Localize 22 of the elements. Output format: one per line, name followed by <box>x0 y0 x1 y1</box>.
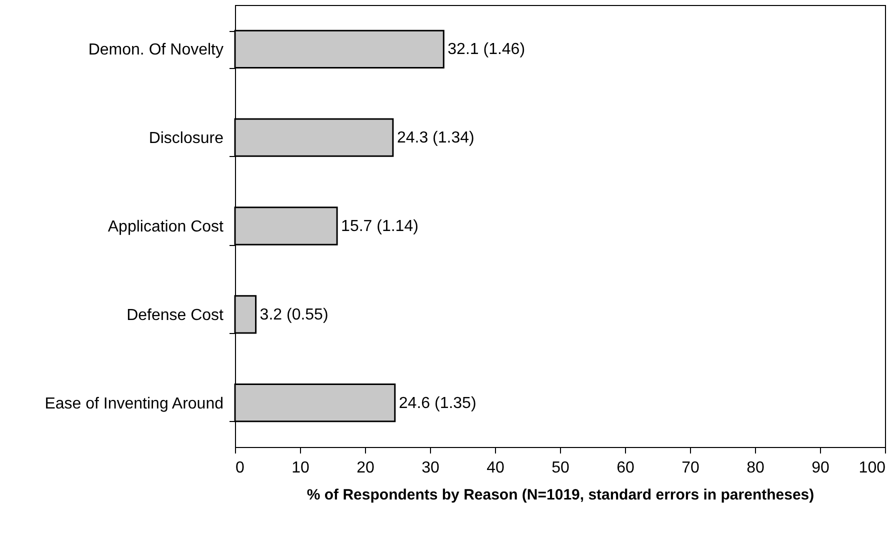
x-tick-label: 80 <box>746 460 764 476</box>
x-tick-label: 70 <box>682 460 700 476</box>
data-label: 24.6 (1.35) <box>398 394 476 412</box>
x-tick-label: 100 <box>858 460 886 476</box>
x-tick-label: 90 <box>812 460 830 476</box>
x-tick-label: 20 <box>356 460 374 476</box>
x-tick-label: 50 <box>552 460 570 476</box>
data-label: 3.2 (0.55) <box>260 306 328 324</box>
y-tick-label: Defense Cost <box>126 306 224 324</box>
x-tick-label: 60 <box>616 460 634 476</box>
y-tick-label: Ease of Inventing Around <box>44 395 224 412</box>
x-axis-title: % of Respondents by Reason (N=1019, standard errors in parentheses) <box>306 486 814 504</box>
data-label: 32.1 (1.46) <box>448 41 526 58</box>
y-tick-label: Demon. Of Novelty <box>88 42 224 59</box>
data-label: 24.3 (1.34) <box>396 130 474 147</box>
x-tick-label: 30 <box>422 460 440 476</box>
y-tick-label: Disclosure <box>148 130 224 148</box>
data-label: 15.7 (1.14) <box>341 218 418 235</box>
x-tick-label: 40 <box>486 460 504 476</box>
x-tick-label: 0 <box>236 460 244 476</box>
y-tick-label: Application Cost <box>108 218 224 236</box>
x-tick-label: 10 <box>292 460 310 476</box>
